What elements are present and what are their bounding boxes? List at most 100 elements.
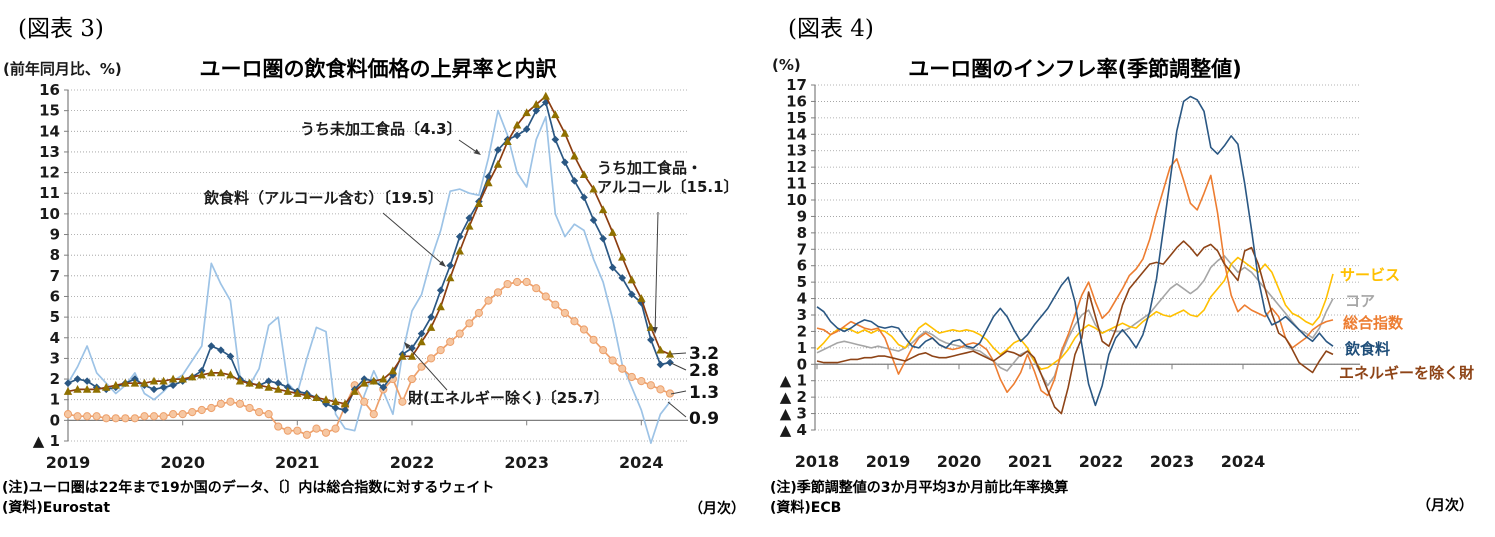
marker-triangle-processed xyxy=(121,378,130,387)
marker-circle-goods_ex_energy xyxy=(513,277,522,287)
marker-circle-goods_ex_energy xyxy=(321,428,331,437)
x-tick-label: 2021 xyxy=(1008,452,1053,471)
marker-circle-goods_ex_energy xyxy=(130,414,139,423)
y-tick-label: 16 xyxy=(39,81,60,99)
marker-circle-goods_ex_energy xyxy=(618,364,627,373)
marker-triangle-processed xyxy=(264,382,273,391)
x-tick-label: 2023 xyxy=(1150,452,1195,471)
y-tick-label: 15 xyxy=(786,109,807,127)
marker-diamond-food xyxy=(436,286,445,295)
marker-triangle-processed xyxy=(149,376,159,385)
fig3-end-label-food: 2.8 xyxy=(689,361,720,381)
y-tick-label: 14 xyxy=(786,125,807,143)
series-line-food xyxy=(816,95,1334,407)
marker-diamond-food xyxy=(341,406,349,414)
marker-circle-goods_ex_energy xyxy=(188,407,197,417)
x-tick-label: 2020 xyxy=(937,452,982,471)
marker-circle-goods_ex_energy xyxy=(551,300,560,309)
y-tick-label: 1 xyxy=(50,391,60,409)
marker-triangle-processed xyxy=(398,351,407,360)
y-tick-label: 13 xyxy=(786,142,807,160)
marker-circle-goods_ex_energy xyxy=(312,424,321,433)
marker-triangle-processed xyxy=(637,294,646,302)
marker-circle-goods_ex_energy xyxy=(111,414,120,423)
marker-circle-goods_ex_energy xyxy=(608,356,617,365)
marker-triangle-processed xyxy=(646,323,656,331)
marker-diamond-food xyxy=(83,377,91,385)
y-tick-label: 4 xyxy=(50,329,60,347)
marker-triangle-processed xyxy=(283,387,292,395)
fig4-note-1: (注)季節調整値の3か月平均3か月前比年率換算 xyxy=(770,480,1069,496)
marker-triangle-processed xyxy=(379,374,388,383)
fig3-tag: (図表 3) xyxy=(18,16,104,42)
fig4-title: ユーロ圏のインフレ率(季節調整値) xyxy=(908,57,1242,81)
marker-diamond-food xyxy=(427,313,435,321)
marker-diamond-food xyxy=(379,383,388,392)
fig4-tag: (図表 4) xyxy=(788,16,874,42)
marker-circle-goods_ex_energy xyxy=(216,399,225,408)
marker-circle-goods_ex_energy xyxy=(245,403,254,413)
fig3-axis-unit-label: (前年同月比、%) xyxy=(3,60,122,78)
fig3-end-label-goods: 1.3 xyxy=(689,383,720,403)
marker-triangle-processed xyxy=(627,275,636,284)
y-tick-label: 5 xyxy=(797,273,807,291)
series-line-processed xyxy=(67,95,671,405)
marker-triangle-processed xyxy=(493,159,503,168)
marker-triangle-processed xyxy=(92,384,101,393)
leader-line xyxy=(667,401,687,418)
marker-circle-goods_ex_energy xyxy=(484,296,493,305)
marker-triangle-processed xyxy=(560,128,570,137)
marker-diamond-food xyxy=(599,234,607,243)
marker-triangle-processed xyxy=(168,374,178,383)
marker-circle-goods_ex_energy xyxy=(646,381,655,390)
y-tick-label: 14 xyxy=(39,122,60,140)
marker-circle-goods_ex_energy xyxy=(522,277,531,287)
fig3-title: ユーロ圏の飲食料価格の上昇率と内訳 xyxy=(199,57,557,81)
y-tick-label: 2 xyxy=(50,370,60,388)
marker-diamond-food xyxy=(551,135,560,144)
marker-diamond-food xyxy=(627,290,636,299)
annotation-arrow-head xyxy=(473,148,481,155)
marker-circle-goods_ex_energy xyxy=(302,430,311,439)
legend-item-headline: 総合指数 xyxy=(1343,314,1404,332)
marker-diamond-food xyxy=(274,379,283,387)
marker-circle-goods_ex_energy xyxy=(102,414,111,423)
marker-diamond-food xyxy=(159,383,168,392)
y-tick-label: 7 xyxy=(50,267,60,285)
marker-triangle-processed xyxy=(369,376,378,385)
y-tick-label: 7 xyxy=(797,240,807,258)
marker-triangle-processed xyxy=(579,170,589,179)
marker-circle-goods_ex_energy xyxy=(656,385,665,394)
marker-circle-goods_ex_energy xyxy=(369,410,378,419)
marker-triangle-processed xyxy=(226,370,235,379)
y-tick-label: 6 xyxy=(50,287,60,305)
fig3-note-2: (資料)Eurostat xyxy=(2,500,111,516)
marker-circle-goods_ex_energy xyxy=(235,399,245,408)
marker-triangle-processed xyxy=(82,384,92,393)
y-tick-label: ▲ 1 xyxy=(33,432,60,450)
y-tick-label: 1 xyxy=(797,339,807,357)
fig4-axis-unit-label: (%) xyxy=(772,56,801,74)
marker-circle-goods_ex_energy xyxy=(73,412,82,421)
marker-triangle-processed xyxy=(551,110,560,119)
marker-diamond-food xyxy=(331,404,340,412)
marker-circle-goods_ex_energy xyxy=(627,372,636,382)
marker-triangle-processed xyxy=(140,378,149,387)
marker-diamond-food xyxy=(589,216,598,224)
y-tick-label: 11 xyxy=(786,175,807,193)
marker-diamond-food xyxy=(513,131,521,140)
marker-diamond-food xyxy=(494,146,502,154)
marker-diamond-food xyxy=(522,125,531,134)
marker-triangle-processed xyxy=(188,372,197,381)
marker-diamond-food xyxy=(217,346,225,354)
marker-triangle-processed xyxy=(436,302,445,311)
marker-circle-goods_ex_energy xyxy=(560,308,569,318)
marker-circle-goods_ex_energy xyxy=(455,329,464,338)
marker-triangle-processed xyxy=(407,351,417,360)
marker-triangle-processed xyxy=(570,151,579,160)
leader-line xyxy=(670,390,687,395)
fig3-annotation-processed-line2: アルコール〔15.1〕 xyxy=(597,178,739,196)
annotation-arrow-head xyxy=(652,326,658,334)
marker-triangle-processed xyxy=(532,100,541,108)
